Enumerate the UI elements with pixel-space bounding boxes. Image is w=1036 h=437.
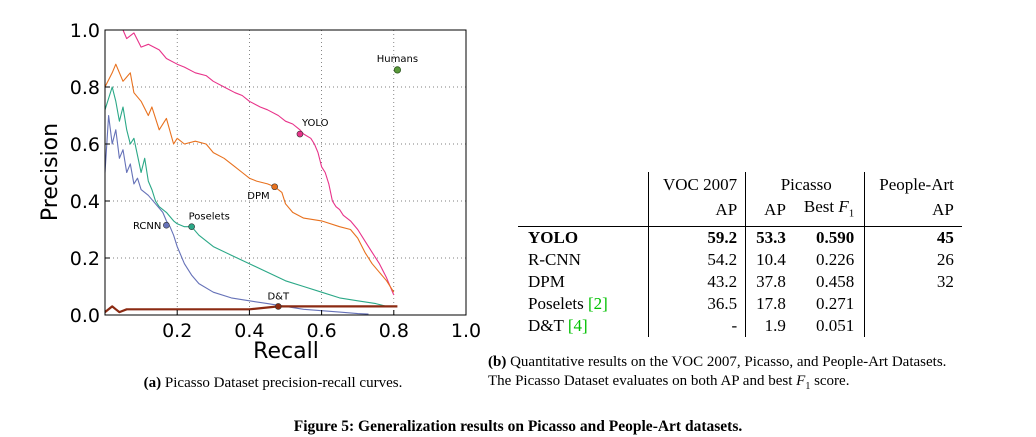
series-marker-dpm — [271, 183, 278, 191]
series-label-yolo: YOLO — [301, 118, 329, 129]
header-best-label: Best — [803, 197, 839, 216]
row-voc-ap: - — [647, 315, 746, 338]
caption-b-line1: Quantitative results on the VOC 2007, Pi… — [510, 354, 947, 370]
table-row: Poselets [2] 36.5 17.8 0.271 — [518, 293, 962, 316]
citation-link[interactable]: [2] — [587, 294, 608, 314]
header-picasso-best-f1: Best F1 — [793, 196, 865, 228]
row-people-art-ap — [864, 293, 962, 316]
header-voc-ap: AP — [647, 196, 746, 228]
results-table: VOC 2007 Picasso People-Art AP AP Best F… — [518, 172, 962, 338]
series-label-poselets: Poselets — [189, 212, 230, 223]
caption-b: (b) Quantitative results on the VOC 2007… — [488, 353, 1033, 396]
y-tick-label: 0.4 — [70, 191, 100, 213]
citation-link[interactable]: [4] — [567, 316, 588, 336]
table-header-row-2: AP AP Best F1 AP — [518, 196, 962, 228]
x-tick-label: 0.2 — [162, 320, 192, 342]
tick-layer: 0.2 0.4 0.6 0.8 1.0 0.0 0.2 0.4 0.6 0.8 1.0 — [70, 20, 481, 342]
table-row: D&T [4] - 1.9 0.051 — [518, 315, 962, 338]
row-picasso-f1: 0.051 — [816, 316, 855, 336]
header-people-art: People-Art — [864, 172, 962, 196]
row-method: D&T [4] — [518, 315, 649, 337]
row-people-art-ap: 26 — [864, 249, 962, 272]
row-picasso-ap: 1.9 — [745, 315, 794, 338]
row-voc-ap: 54.2 — [647, 249, 746, 272]
figure-caption: Figure 5: Generalization results on Pica… — [293, 418, 743, 435]
series-line-poselets — [104, 86, 387, 307]
precision-recall-chart: 0.2 0.4 0.6 0.8 1.0 0.0 0.2 0.4 0.6 0.8 1.0 YOLO DP… — [38, 20, 481, 364]
row-picasso-ap: 37.8 — [745, 271, 794, 294]
table-header-row-1: VOC 2007 Picasso People-Art — [518, 172, 962, 196]
caption-b-line2: The Picasso Dataset evaluates on both AP… — [488, 373, 797, 389]
row-people-art-ap — [864, 315, 962, 338]
header-picasso: Picasso — [745, 172, 865, 196]
row-people-art-ap: 32 — [864, 271, 962, 294]
row-people-art-ap: 45 — [864, 226, 962, 250]
header-f-var: F — [838, 197, 849, 216]
row-method-name: Poselets — [528, 294, 588, 314]
point-label-humans: Humans — [377, 54, 418, 65]
caption-a-text: Picasso Dataset precision-recall curves. — [164, 375, 403, 391]
x-axis-title: Recall — [253, 339, 319, 364]
row-method: R-CNN — [528, 250, 581, 270]
y-tick-label: 0.8 — [70, 77, 100, 99]
series-line-d-t — [104, 305, 398, 314]
plot-frame — [104, 29, 467, 316]
caption-a: (a) Picasso Dataset precision-recall cur… — [108, 374, 438, 393]
row-method: Poselets [2] — [518, 293, 649, 315]
series-marker-d-t — [274, 303, 282, 310]
row-voc-ap: 36.5 — [647, 293, 746, 316]
header-picasso-ap: AP — [745, 196, 794, 228]
series-line-dpm — [104, 63, 395, 293]
header-picasso-label: Picasso — [780, 175, 832, 194]
x-tick-label: 1.0 — [451, 320, 481, 342]
table-row: R-CNN 54.2 10.4 0.226 26 — [518, 249, 962, 272]
series-line-rcnn — [104, 114, 369, 315]
y-tick-label: 0.6 — [70, 134, 100, 156]
row-picasso-ap: 53.3 — [745, 226, 794, 250]
row-picasso-f1: 0.271 — [816, 294, 855, 314]
row-voc-ap: 43.2 — [647, 271, 746, 294]
table-row: DPM 43.2 37.8 0.458 32 — [518, 271, 962, 294]
grid — [105, 30, 466, 315]
row-picasso-f1: 0.458 — [816, 272, 855, 292]
header-method-cell — [518, 172, 649, 196]
row-picasso-f1: 0.590 — [816, 228, 855, 248]
caption-b-f-sub: 1 — [805, 381, 811, 392]
caption-a-prefix: (a) — [143, 375, 162, 391]
point-humans — [393, 66, 402, 74]
row-picasso-f1: 0.226 — [816, 250, 855, 270]
caption-b-line2-end: score. — [810, 373, 850, 389]
y-tick-label: 1.0 — [70, 20, 100, 42]
caption-b-prefix: (b) — [488, 354, 507, 370]
x-tick-label: 0.8 — [379, 320, 409, 342]
row-voc-ap: 59.2 — [647, 226, 746, 250]
series-label-d-t: D&T — [267, 291, 289, 302]
table-row: YOLO 59.2 53.3 0.590 45 — [518, 226, 962, 250]
series-label-rcnn: RCNN — [133, 221, 161, 232]
series-label-dpm: DPM — [247, 191, 269, 202]
row-picasso-ap: 17.8 — [745, 293, 794, 316]
x-tick-label: 0.6 — [306, 320, 336, 342]
y-tick-label: 0.2 — [70, 248, 100, 270]
series-marker-rcnn — [163, 221, 170, 229]
header-method-cell-2 — [518, 196, 649, 228]
point-label-layer: YOLO DPM Poselets RCNN D&T Humans — [133, 54, 418, 310]
series-line-yolo — [105, 29, 395, 296]
caption-b-f-var: F — [796, 373, 806, 389]
header-voc2007: VOC 2007 — [647, 172, 746, 196]
series-marker-yolo — [296, 130, 304, 138]
header-people-art-ap: AP — [864, 196, 962, 228]
y-tick-label: 0.0 — [70, 305, 100, 327]
x-tick-label: 0.4 — [234, 320, 264, 342]
series-marker-poselets — [188, 223, 195, 230]
row-method-name: D&T — [528, 316, 568, 336]
row-method: YOLO — [528, 228, 579, 248]
header-f-sub: 1 — [848, 207, 855, 220]
y-axis-title: Precision — [38, 123, 63, 221]
series-layer — [104, 29, 402, 315]
row-method: DPM — [528, 272, 565, 292]
row-picasso-ap: 10.4 — [745, 249, 794, 272]
